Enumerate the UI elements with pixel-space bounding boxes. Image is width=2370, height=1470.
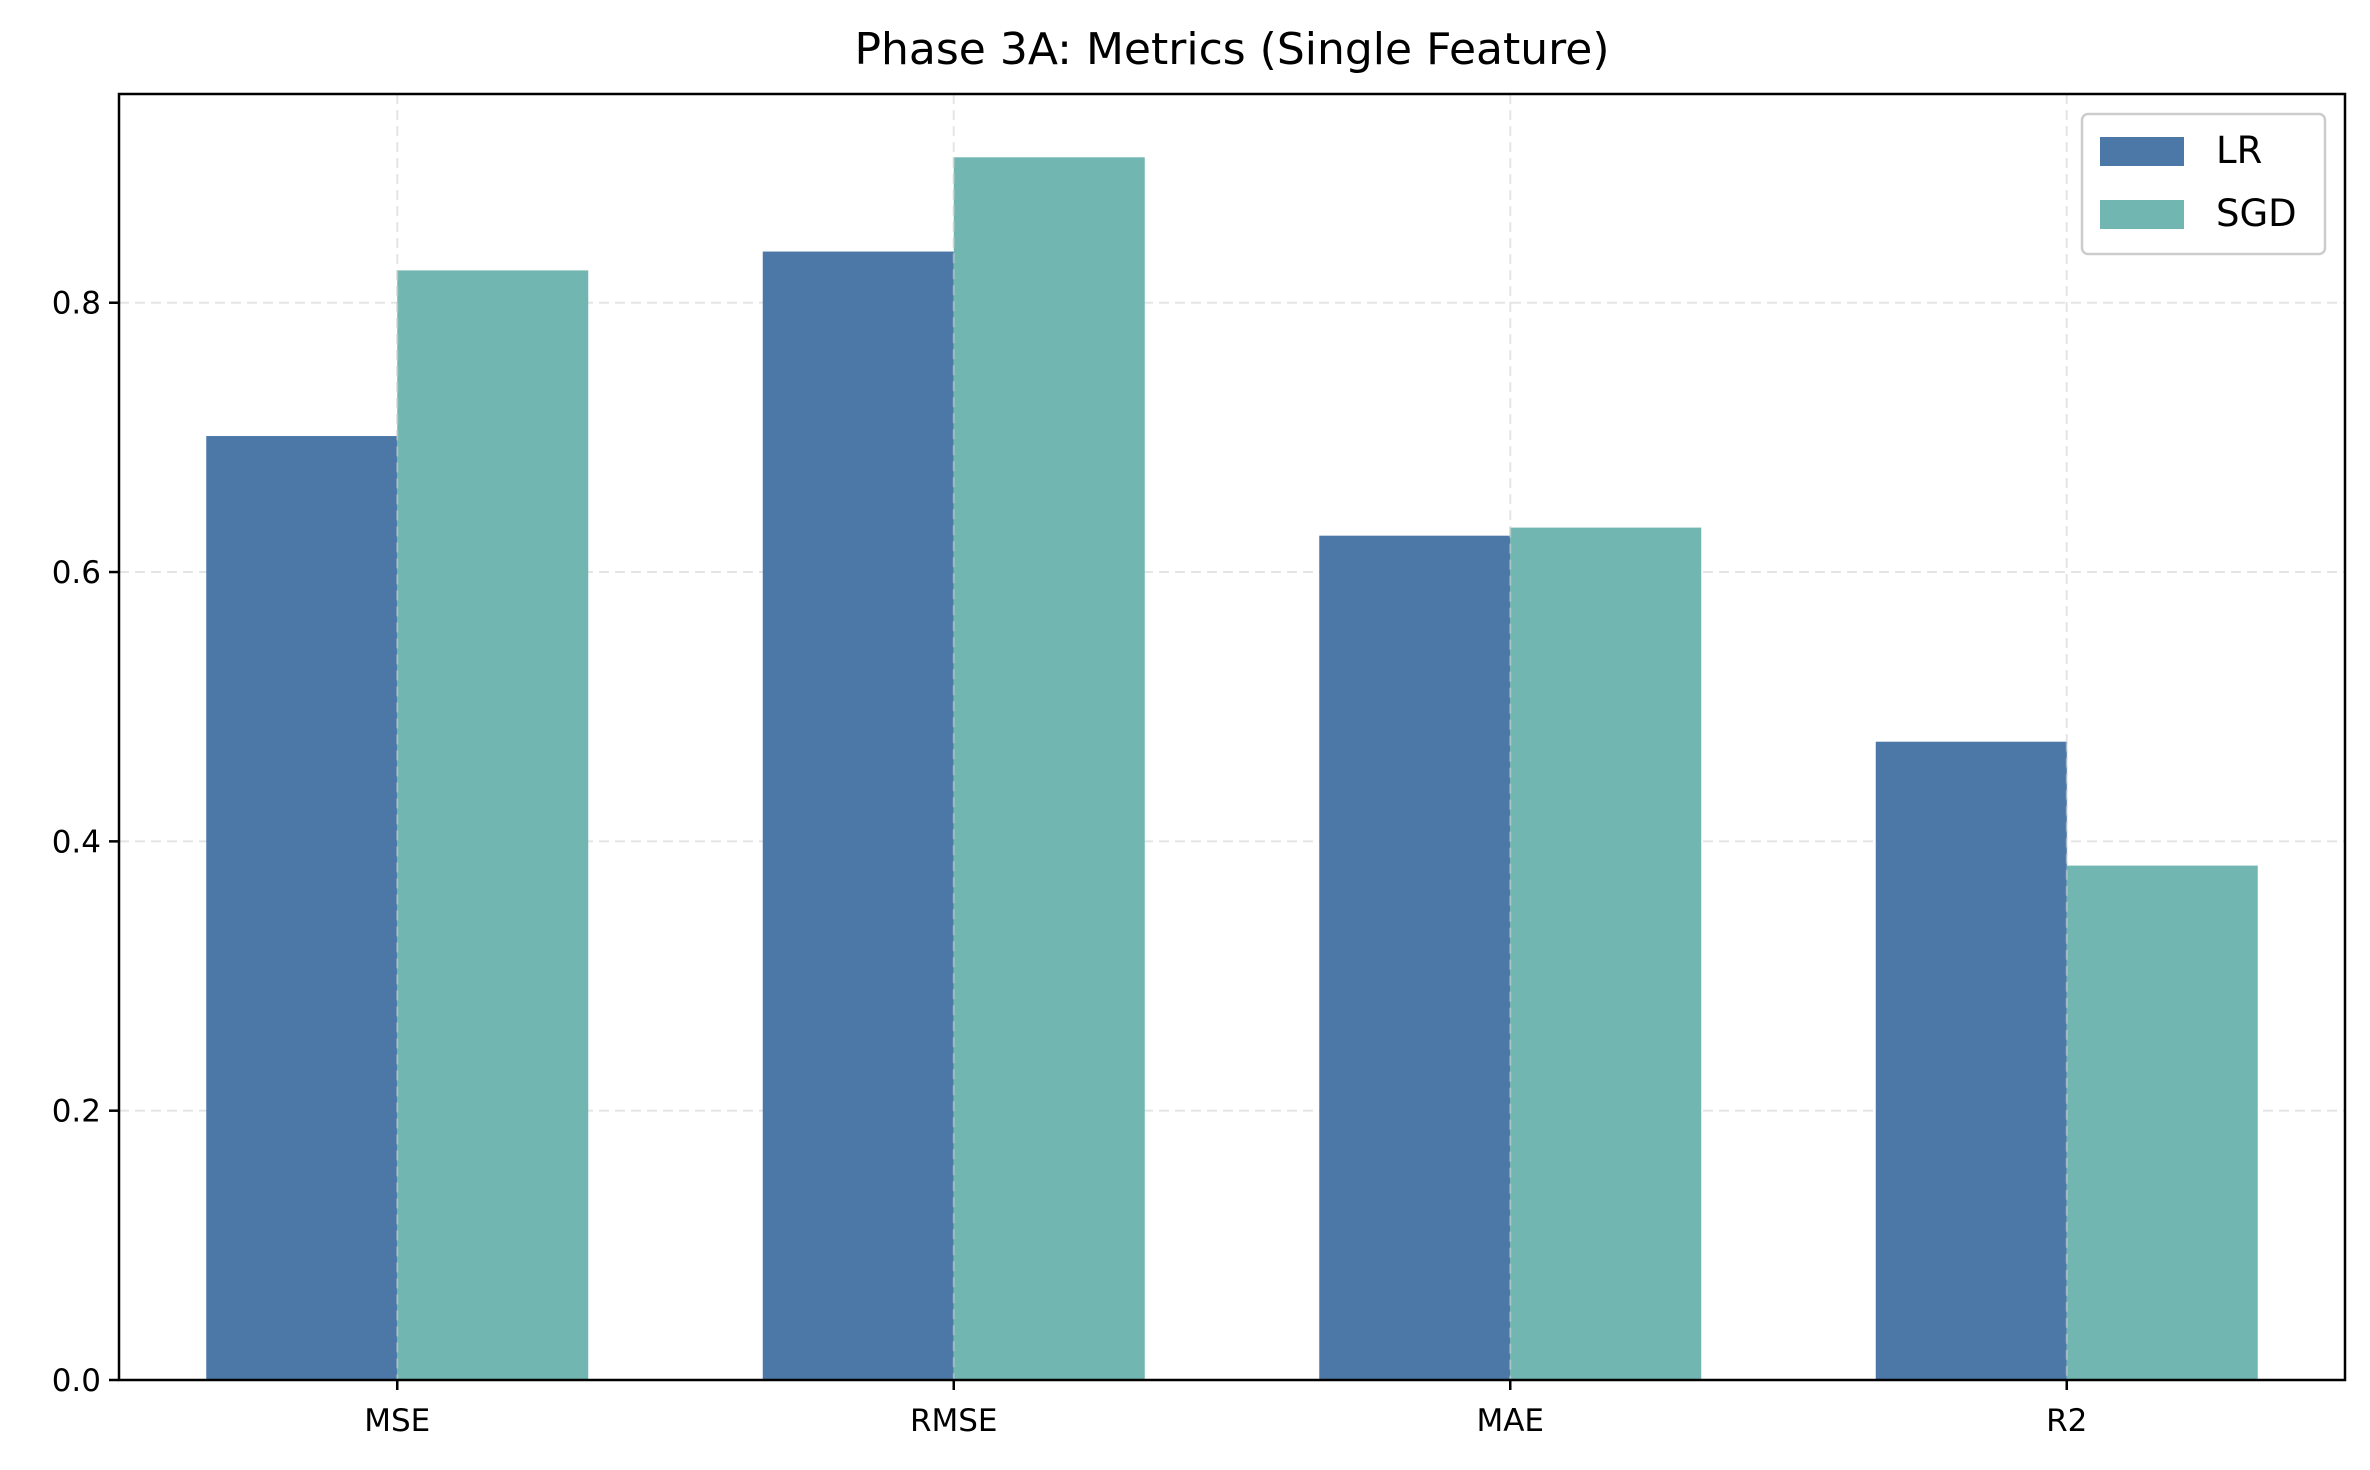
y-tick-label-2: 0.4 bbox=[52, 824, 101, 860]
bars bbox=[206, 157, 2258, 1381]
y-axis-ticks: 0.0 0.2 0.4 0.6 0.8 bbox=[52, 286, 119, 1399]
plot-frame bbox=[117, 92, 2347, 1382]
x-tick-label-2: MAE bbox=[1476, 1403, 1544, 1439]
bar-lr-mse bbox=[206, 436, 398, 1380]
chart-title: Phase 3A: Metrics (Single Feature) bbox=[854, 24, 1609, 75]
legend-label-lr: LR bbox=[2216, 129, 2262, 172]
legend-label-sgd: SGD bbox=[2216, 192, 2297, 235]
bar-sgd-r2 bbox=[2066, 865, 2258, 1380]
y-tick-label-1: 0.2 bbox=[52, 1094, 101, 1130]
x-tick-label-1: RMSE bbox=[910, 1403, 998, 1439]
bar-lr-r2 bbox=[1875, 741, 2067, 1380]
bar-sgd-mae bbox=[1510, 527, 1702, 1380]
x-tick-label-0: MSE bbox=[364, 1403, 430, 1439]
x-axis-ticks: MSE RMSE MAE R2 bbox=[364, 1380, 2087, 1439]
y-tick-label-0: 0.0 bbox=[52, 1363, 101, 1399]
y-tick-label-4: 0.8 bbox=[52, 286, 101, 322]
bar-lr-rmse bbox=[762, 251, 954, 1380]
bar-sgd-rmse bbox=[953, 157, 1145, 1381]
y-tick-label-3: 0.6 bbox=[52, 555, 101, 591]
legend: LR SGD bbox=[2080, 112, 2327, 256]
legend-swatch-lr bbox=[2100, 137, 2184, 166]
bar-sgd-mse bbox=[397, 270, 589, 1380]
legend-swatch-sgd bbox=[2100, 200, 2184, 229]
bar-lr-mae bbox=[1319, 535, 1511, 1380]
x-tick-label-3: R2 bbox=[2046, 1403, 2087, 1439]
